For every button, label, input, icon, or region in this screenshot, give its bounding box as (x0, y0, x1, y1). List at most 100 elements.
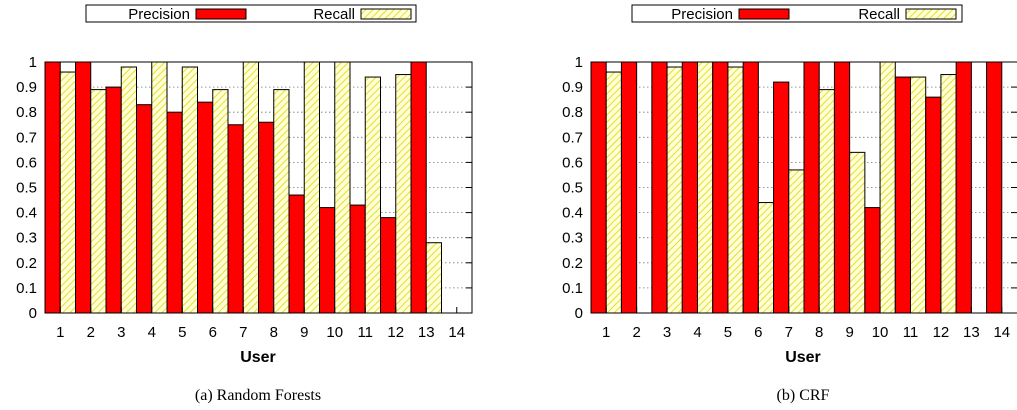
chart-a-plot-frame (44, 61, 473, 314)
chart-a-caption: (a) Random Forests (195, 387, 321, 404)
chart-b-x-tick-label: 11 (903, 324, 919, 341)
chart-a-y-tick-label: 0.1 (16, 280, 37, 297)
chart-b-x-tick-label: 13 (963, 324, 980, 341)
chart-b-x-tick-label: 4 (693, 324, 701, 341)
chart-a-bar-precision (227, 124, 244, 314)
chart-b-bar-precision (712, 61, 729, 314)
chart-b-bar-precision (773, 81, 790, 314)
chart-a-x-tick-label: 3 (117, 324, 125, 341)
chart-a-bar-recall (273, 89, 290, 314)
chart-a-bar-precision (105, 86, 122, 314)
chart-b-y-tick-label: 0.3 (562, 230, 583, 247)
chart-b-bar-precision (955, 61, 972, 314)
chart-a-x-tick-label: 11 (357, 324, 373, 341)
chart-b-legend-label-recall: Recall (858, 6, 900, 23)
chart-b-bar-precision (742, 61, 759, 314)
chart-b-x-tick-label: 9 (845, 324, 853, 341)
chart-b-bar-recall (757, 202, 775, 314)
chart-a-x-tick-label: 14 (448, 324, 465, 341)
chart-b-caption: (b) CRF (777, 387, 830, 404)
chart-a-bar-precision (75, 61, 92, 314)
chart-b-legend-swatch-precision (738, 8, 790, 20)
chart-b-bar-recall (940, 74, 957, 314)
chart-a-y-tick-label: 0.7 (16, 129, 37, 146)
chart-b-bar-precision (894, 76, 911, 314)
chart-b-bar-recall (605, 71, 622, 314)
chart-b-x-tick-label: 10 (872, 324, 889, 341)
chart-b-bar-recall (666, 66, 683, 314)
chart-b-y-tick-label: 0 (575, 305, 583, 322)
chart-a-bar-recall (303, 61, 320, 314)
chart-a-bar-precision (380, 217, 397, 314)
chart-b-bar-recall (818, 89, 835, 314)
chart-a-bar-recall (242, 61, 259, 314)
chart-a-x-tick-label: 9 (300, 324, 308, 341)
chart-b-bar-precision (803, 61, 820, 314)
chart-b-bar-precision (590, 61, 607, 314)
chart-b-y-tick-label: 0.4 (562, 205, 583, 222)
chart-b-bar-recall (910, 76, 927, 314)
chart-a-legend-swatch-recall (360, 8, 412, 20)
chart-a-bar-precision (319, 207, 336, 314)
chart-b-x-tick-label: 5 (724, 324, 732, 341)
chart-a-bar-recall (151, 61, 168, 314)
chart-a-x-tick-label: 12 (387, 324, 404, 341)
chart-b-x-tick-label: 7 (785, 324, 793, 341)
chart-a-bar-precision (410, 61, 427, 314)
chart-a-bars (44, 61, 442, 314)
chart-b-bar-precision (833, 61, 851, 314)
chart-b-y-tick-label: 0.8 (562, 104, 583, 121)
chart-a-x-tick-label: 1 (56, 324, 64, 341)
chart-a-bar-recall (212, 89, 229, 314)
chart-b-y-tick-label: 0.2 (562, 255, 583, 272)
chart-b-y-tick-label: 0.9 (562, 79, 583, 96)
chart-b-x-tick-label: 12 (933, 324, 950, 341)
chart-b-y-tick-label: 0.1 (562, 280, 583, 297)
chart-b-legend-box (631, 4, 963, 23)
chart-b-legend-label-precision: Precision (671, 6, 733, 23)
chart-a-y-tick-label: 0.6 (16, 154, 37, 171)
chart-a-bar-precision (197, 101, 214, 314)
chart-b-y-tick-label: 0.5 (562, 180, 583, 197)
chart-a-bar-precision (258, 121, 275, 314)
chart-b-y-tick-label: 0.6 (562, 154, 583, 171)
chart-a-y-tick-label: 0.5 (16, 180, 37, 197)
chart-b-bars (590, 61, 1003, 314)
chart-a-x-tick-label: 2 (87, 324, 95, 341)
chart-a-legend-label-precision: Precision (128, 6, 190, 23)
chart-a-bar-precision (166, 111, 183, 314)
chart-b-bar-recall (697, 61, 714, 314)
chart-a-bar-recall (181, 66, 198, 314)
chart-b-x-tick-label: 1 (602, 324, 610, 341)
chart-b-y-tick-label: 0.7 (562, 129, 583, 146)
chart-a-bar-recall (334, 61, 351, 314)
chart-a-bar-recall (395, 74, 412, 314)
chart-a-y-tick-label: 1 (29, 54, 37, 71)
chart-a-bar-recall (120, 66, 137, 314)
chart-b-x-tick-label: 6 (754, 324, 762, 341)
chart-a-y-tick-label: 0.8 (16, 104, 37, 121)
chart-b-bar-precision (925, 96, 942, 314)
chart-b-x-ticks: 1 2 3 4 5 6 7 8 9 10 11 12 13 14 (602, 307, 1010, 341)
chart-b-bar-recall (788, 169, 805, 314)
chart-b-bar-precision (681, 61, 698, 314)
chart-a-y-tick-label: 0.3 (16, 230, 37, 247)
chart-b-bar-recall (727, 66, 744, 314)
chart-b-x-axis-label: User (785, 349, 821, 366)
chart-a-bar-precision (136, 104, 153, 314)
chart-b-bar-precision (620, 61, 638, 314)
chart-a-x-tick-label: 13 (418, 324, 435, 341)
chart-b-bar-precision (986, 61, 1003, 314)
chart-a-legend-swatch-precision (195, 8, 247, 20)
chart-a-bar-precision (349, 204, 366, 314)
chart-a-x-axis-label: User (240, 349, 276, 366)
chart-a-y-tick-label: 0.9 (16, 79, 37, 96)
chart-b-plot-frame (590, 61, 1017, 314)
chart-a-bar-recall (364, 76, 381, 314)
chart-a-y-tick-label: 0.4 (16, 205, 37, 222)
chart-a-bar-precision (288, 194, 305, 314)
chart-a-x-tick-label: 8 (270, 324, 278, 341)
chart-a-bar-precision (44, 61, 61, 314)
chart-b: Precision Recall 0 0.1 0.2 0.3 0.4 0.5 0.6 0.7 0… (562, 4, 1017, 404)
